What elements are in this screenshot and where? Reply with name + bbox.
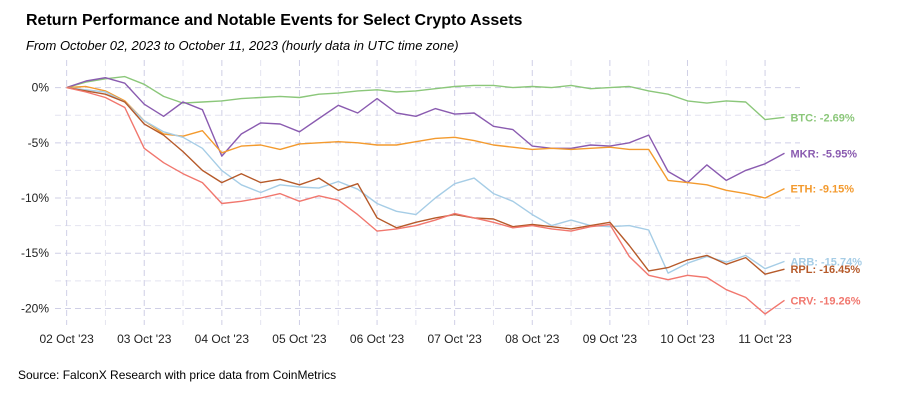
y-tick-label: -20% — [21, 301, 49, 315]
series-end-label-crv: CRV: -19.26% — [790, 295, 860, 307]
x-tick-label: 06 Oct '23 — [350, 332, 405, 346]
series-end-label-rpl: RPL: -16.45% — [790, 264, 860, 276]
series-end-label-eth: ETH: -9.15% — [790, 184, 854, 196]
series-line-mkr — [66, 76, 785, 184]
series-line-rpl — [66, 86, 785, 275]
y-tick-label: -15% — [21, 246, 49, 260]
x-tick-label: 10 Oct '23 — [660, 332, 715, 346]
series-lines — [66, 75, 785, 315]
x-tick-label: 07 Oct '23 — [427, 332, 482, 346]
series-end-labels: BTC: -2.69% MKR: -5.95% ETH: -9.15% ARB: -1… — [790, 112, 862, 307]
y-tick-label: -10% — [21, 191, 49, 205]
x-tick-label: 02 Oct '23 — [39, 332, 94, 346]
series-line-crv — [66, 86, 785, 315]
series-line-eth — [66, 85, 785, 199]
series-end-label-btc: BTC: -2.69% — [790, 112, 854, 124]
grid-lines — [55, 60, 800, 325]
x-tick-label: 11 Oct '23 — [738, 332, 792, 346]
y-tick-label: -5% — [28, 136, 50, 150]
x-tick-label: 04 Oct '23 — [195, 332, 250, 346]
series-line-arb — [66, 86, 785, 274]
y-axis-tick-labels: 0% -5% -10% -15% -20% — [21, 81, 49, 316]
x-tick-label: 08 Oct '23 — [505, 332, 560, 346]
x-tick-label: 05 Oct '23 — [272, 332, 327, 346]
x-axis-tick-labels: 02 Oct '23 03 Oct '23 04 Oct '23 05 Oct '23… — [39, 332, 792, 346]
series-end-label-mkr: MKR: -5.95% — [790, 148, 857, 160]
chart-source-note: Source: FalconX Research with price data… — [18, 368, 337, 382]
chart-title: Return Performance and Notable Events fo… — [26, 12, 523, 29]
x-tick-label: 03 Oct '23 — [117, 332, 172, 346]
chart-subtitle: From October 02, 2023 to October 11, 202… — [26, 38, 459, 53]
y-tick-label: 0% — [32, 81, 50, 95]
series-end-label-arb: ARB: -15.74% — [790, 256, 862, 268]
x-tick-label: 09 Oct '23 — [583, 332, 638, 346]
